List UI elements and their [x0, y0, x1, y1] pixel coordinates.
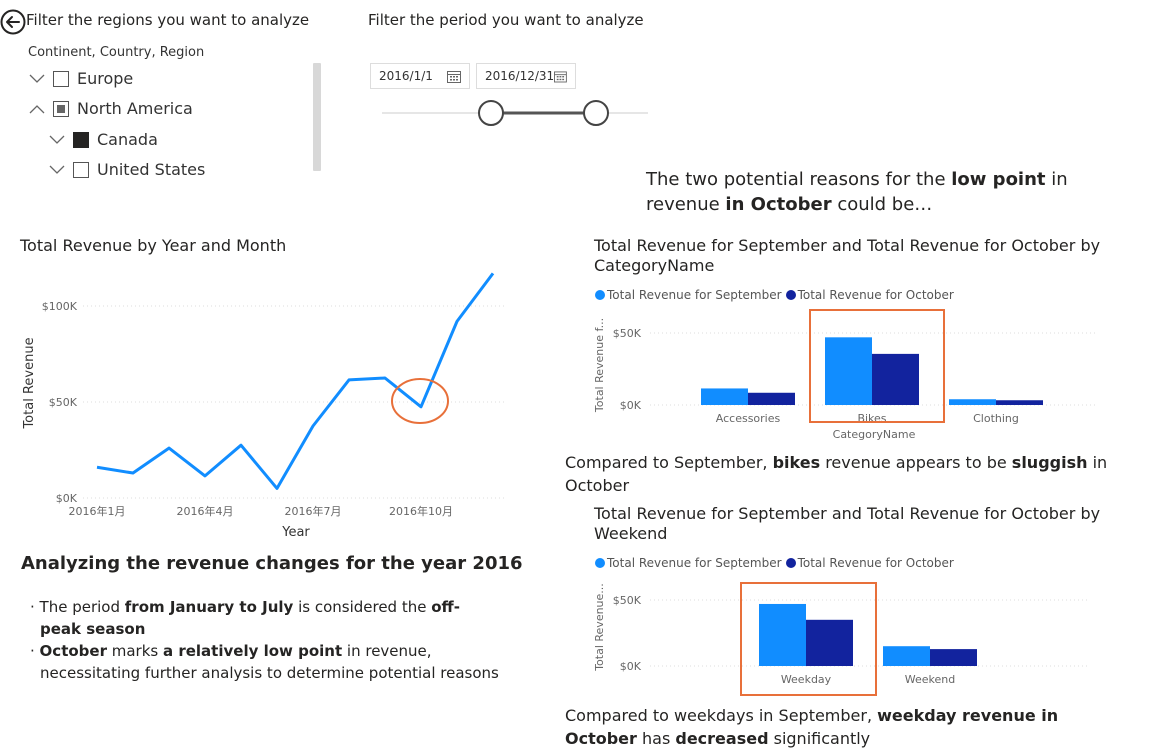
weekend-chart-title: Total Revenue for September and Total Re… [594, 504, 1101, 543]
y-tick-label: $50K [613, 327, 642, 340]
y-tick-label: $0K [620, 660, 642, 673]
tree-item-canada[interactable]: Canada [49, 130, 158, 149]
legend-dot-september [595, 558, 605, 568]
line-chart[interactable]: $0K $50K $100K 2016年1月 2016年4月 2016年7月 2016年1… [0, 260, 520, 545]
bar-weekday-october [806, 619, 853, 666]
category-chart-legend: Total Revenue for September Total Revenu… [595, 288, 954, 302]
period-filter-heading: Filter the period you want to analyze [368, 11, 644, 29]
bullet-offpeak: · The period from January to July is con… [30, 598, 460, 638]
chevron-down-icon[interactable] [29, 71, 45, 87]
calendar-icon[interactable] [447, 70, 461, 83]
bar-weekday-september [759, 603, 806, 666]
x-tick-label: Weekend [905, 673, 955, 686]
date-range-slider[interactable] [380, 98, 650, 128]
y-tick-label: $100K [42, 300, 78, 313]
reasons-intro: The two potential reasons for the low po… [646, 169, 1068, 215]
region-filter-heading: Filter the regions you want to analyze [26, 11, 310, 29]
y-tick-label: $50K [49, 396, 78, 409]
analysis-bullets: · The period from January to July is con… [30, 596, 500, 684]
category-note: Compared to September, bikes revenue app… [565, 453, 1108, 495]
weekend-bar-chart[interactable]: $0K $50K Weekday Weekend Total Revenue... [590, 580, 1110, 695]
tree-item-united-states[interactable]: United States [49, 160, 205, 179]
line-chart-title: Total Revenue by Year and Month [20, 236, 287, 255]
legend-label-october: Total Revenue for October [797, 556, 954, 570]
chevron-down-icon[interactable] [49, 132, 65, 148]
checkbox-north-america[interactable] [53, 100, 69, 117]
bar-bikes-october [872, 353, 919, 405]
x-tick-label: 2016年7月 [285, 504, 342, 518]
bar-weekend-september [883, 646, 930, 666]
x-tick-label: Clothing [973, 412, 1019, 425]
start-date-input[interactable]: 2016/1/1 [370, 63, 470, 89]
chevron-up-icon[interactable] [29, 101, 45, 117]
bar-clothing-october [996, 400, 1043, 405]
checkbox-europe[interactable] [53, 70, 69, 87]
back-arrow-icon[interactable] [0, 9, 26, 35]
bar-accessories-september [701, 388, 748, 405]
legend-dot-october [785, 558, 796, 568]
line-chart-xlabel: Year [281, 525, 310, 540]
legend-dot-october [785, 290, 796, 300]
end-date-input[interactable]: 2016/12/31 [476, 63, 576, 89]
tree-item-label: Canada [97, 130, 158, 149]
tree-item-label: United States [97, 160, 206, 179]
legend-label-october: Total Revenue for October [797, 288, 954, 302]
weekend-note: Compared to weekdays in September, weekd… [565, 706, 1059, 748]
slider-handle-end [583, 100, 609, 126]
calendar-icon[interactable] [554, 70, 567, 83]
category-bar-chart[interactable]: $0K$50K Accessories Bikes Clothing Total R… [590, 310, 1110, 445]
weekday-highlight-box [740, 582, 877, 696]
slider-handle-start [478, 100, 504, 126]
bullet-october: · October marks a relatively low point i… [30, 642, 499, 682]
legend-label-september: Total Revenue for September [607, 288, 782, 302]
category-chart-ylabel: Total Revenue f... [593, 318, 606, 413]
analysis-heading: Analyzing the revenue changes for the ye… [21, 553, 523, 574]
tree-item-label: Europe [77, 69, 134, 88]
y-tick-label: $0K [56, 492, 78, 505]
category-chart-title: Total Revenue for September and Total Re… [594, 236, 1101, 275]
x-tick-label: 2016年1月 [69, 504, 126, 518]
line-series [96, 272, 495, 490]
checkbox-united-states[interactable] [73, 161, 89, 178]
category-chart-xlabel: CategoryName [833, 428, 916, 441]
bar-accessories-october [748, 392, 795, 405]
legend-dot-september [595, 290, 605, 300]
weekend-chart-legend: Total Revenue for September Total Revenu… [595, 556, 954, 570]
slicer-scrollbar[interactable] [313, 63, 321, 171]
line-chart-ylabel: Total Revenue [22, 337, 37, 429]
end-date-value: 2016/12/31 [485, 69, 555, 83]
tree-item-label: North America [77, 99, 193, 118]
y-tick-label: $0K [620, 399, 642, 412]
tree-item-europe[interactable]: Europe [29, 69, 133, 88]
weekend-chart-ylabel: Total Revenue... [593, 583, 606, 672]
x-tick-label: 2016年10月 [389, 504, 453, 518]
bikes-highlight-box [809, 309, 945, 423]
low-point-highlight [391, 378, 449, 424]
x-tick-label: Weekday [781, 673, 832, 686]
bar-bikes-september [825, 337, 872, 405]
x-tick-label: 2016年4月 [177, 504, 234, 518]
slicer-title: Continent, Country, Region [28, 45, 205, 60]
legend-label-september: Total Revenue for September [607, 556, 782, 570]
bar-clothing-september [949, 399, 996, 405]
x-tick-label: Accessories [716, 412, 781, 425]
tree-item-north-america[interactable]: North America [29, 99, 193, 118]
chevron-down-icon[interactable] [49, 162, 65, 178]
bar-weekend-october [930, 649, 977, 666]
y-tick-label: $50K [613, 594, 642, 607]
checkbox-canada[interactable] [73, 131, 89, 148]
start-date-value: 2016/1/1 [379, 69, 433, 83]
